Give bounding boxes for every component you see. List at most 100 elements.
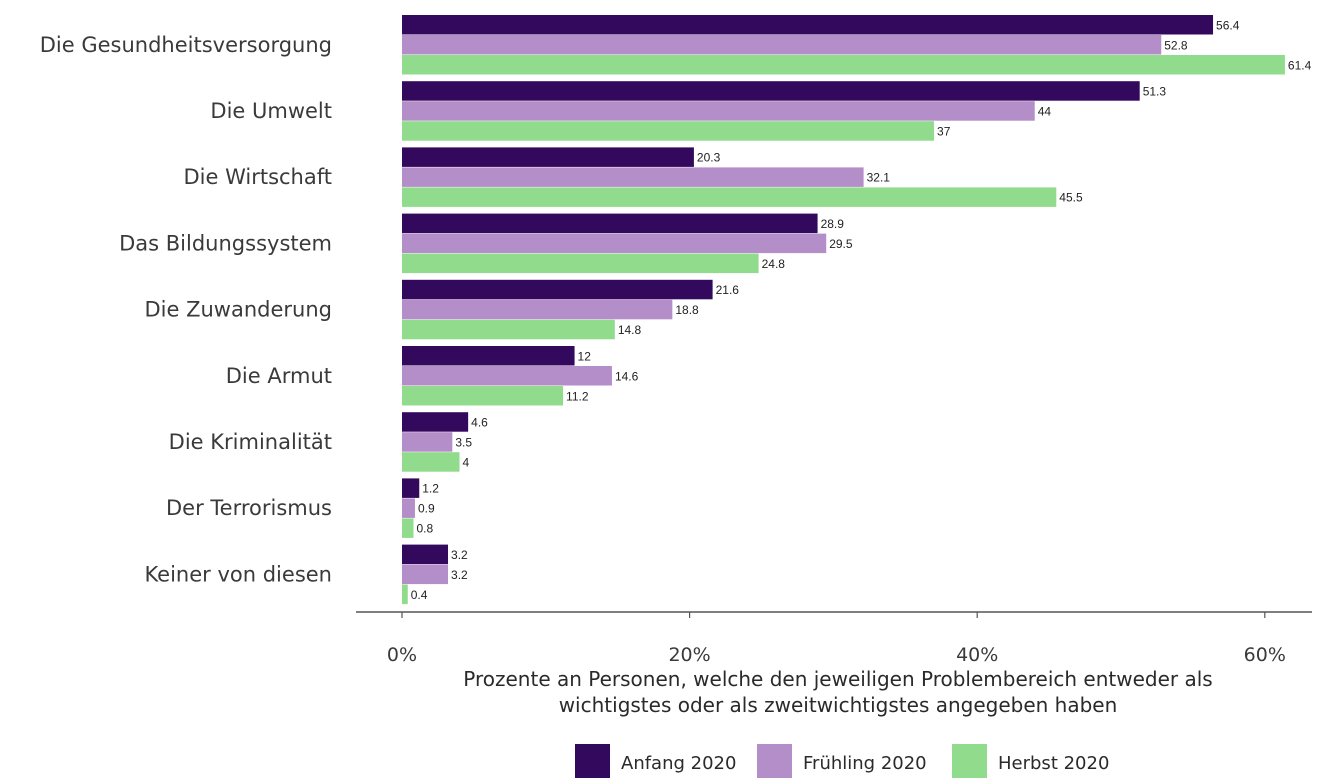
data-label-bg (453, 434, 479, 450)
bar (402, 412, 469, 432)
bar (402, 35, 1162, 55)
data-label: 0.8 (417, 522, 434, 536)
data-label-bg (827, 235, 860, 252)
x-tick-label: 40% (956, 644, 998, 666)
bar (402, 432, 453, 452)
bar (402, 366, 612, 386)
data-label-bg (759, 255, 792, 272)
bar (402, 121, 935, 141)
data-label-bg (673, 301, 706, 318)
category-label: Die Zuwanderung (145, 298, 332, 322)
category-label: Das Bildungssystem (119, 231, 332, 255)
data-label: 0.9 (418, 502, 435, 516)
data-label: 4.6 (471, 415, 488, 429)
data-label: 28.9 (821, 217, 845, 231)
category-label: Die Wirtschaft (183, 165, 332, 189)
bar (402, 213, 818, 234)
bar (402, 101, 1035, 121)
bar (402, 452, 460, 472)
data-label: 14.8 (618, 323, 642, 337)
data-label: 21.6 (716, 283, 740, 297)
data-label-bg (449, 566, 475, 583)
bars-layer (402, 15, 1285, 605)
data-label-bg (415, 500, 441, 516)
data-label-bg (818, 215, 851, 232)
data-label-bg (1035, 103, 1054, 119)
category-label: Die Armut (226, 364, 332, 388)
data-label: 11.2 (566, 389, 589, 403)
x-tick-label: 60% (1244, 644, 1286, 666)
category-label: Die Umwelt (210, 99, 332, 123)
data-label-bg (1057, 189, 1090, 205)
data-label-bg (612, 368, 645, 384)
bar (402, 584, 408, 605)
bar (402, 498, 415, 518)
category-labels: Die Gesundheitsversorgung Die Umwelt Die W… (40, 33, 332, 587)
data-label: 37 (937, 124, 951, 138)
data-label: 51.3 (1143, 84, 1167, 98)
category-label: Der Terrorismus (166, 496, 332, 520)
data-label: 32.1 (867, 171, 891, 185)
bar (402, 167, 864, 187)
bar (402, 299, 673, 320)
data-label-bg (694, 149, 727, 165)
bar (402, 386, 564, 406)
data-label: 24.8 (762, 257, 786, 271)
data-label-bg (449, 546, 475, 563)
data-label: 0.4 (411, 588, 428, 602)
data-label: 18.8 (675, 303, 699, 317)
bar (402, 187, 1057, 207)
data-label-bg (1162, 37, 1195, 53)
bar (402, 346, 575, 366)
bar (402, 518, 414, 538)
x-axis-ticks: 0% 20% 40% 60% (387, 612, 1286, 666)
bar (402, 233, 827, 254)
data-label: 61.4 (1288, 58, 1312, 72)
category-label: Keiner von diesen (144, 562, 332, 586)
category-label: Die Kriminalität (169, 430, 332, 454)
data-label-bg (1140, 83, 1173, 99)
legend-label: Anfang 2020 (621, 753, 736, 774)
legend-swatch (952, 744, 987, 778)
data-label: 14.6 (615, 369, 639, 383)
legend-label: Frühling 2020 (803, 753, 927, 774)
data-label-bg (615, 321, 648, 338)
x-axis-title-line-2: wichtigstes oder als zweitwichtigstes an… (559, 693, 1118, 717)
data-label-bg (408, 586, 434, 603)
data-label: 52.8 (1164, 38, 1188, 52)
x-axis-title-line-1: Prozente an Personen, welche den jeweili… (463, 667, 1212, 691)
bar (402, 544, 449, 565)
data-label-bg (469, 414, 495, 430)
data-label: 1.2 (422, 482, 439, 496)
data-label: 56.4 (1216, 18, 1240, 32)
data-label-bg (564, 388, 597, 404)
data-label-bg (864, 169, 897, 185)
data-label: 29.5 (829, 237, 853, 251)
data-label-bg (460, 454, 472, 470)
data-label: 12 (578, 349, 592, 363)
x-tick-label: 0% (387, 644, 417, 666)
bar (402, 478, 420, 498)
bar (402, 15, 1214, 35)
data-label: 3.2 (451, 548, 468, 562)
bar (402, 253, 759, 274)
legend: Anfang 2020 Frühling 2020 Herbst 2020 (575, 744, 1109, 778)
bar (402, 564, 449, 585)
data-label-bg (414, 520, 440, 536)
data-labels-layer: 56.4 52.8 61.4 51.3 44 37 20.3 32.1 45.5 28.9 29.5… (408, 17, 1317, 603)
bar (402, 147, 694, 167)
legend-swatch (757, 744, 792, 778)
bar (402, 279, 713, 300)
data-label: 4 (463, 455, 470, 469)
data-label: 3.2 (451, 568, 468, 582)
data-label-bg (420, 480, 446, 496)
data-label: 20.3 (697, 151, 721, 165)
data-label: 44 (1038, 104, 1052, 118)
bar (402, 55, 1285, 75)
data-label-bg (1285, 57, 1317, 73)
data-label: 3.5 (455, 435, 472, 449)
data-label: 45.5 (1059, 191, 1083, 205)
data-label-bg (935, 123, 954, 139)
x-tick-label: 20% (668, 644, 710, 666)
